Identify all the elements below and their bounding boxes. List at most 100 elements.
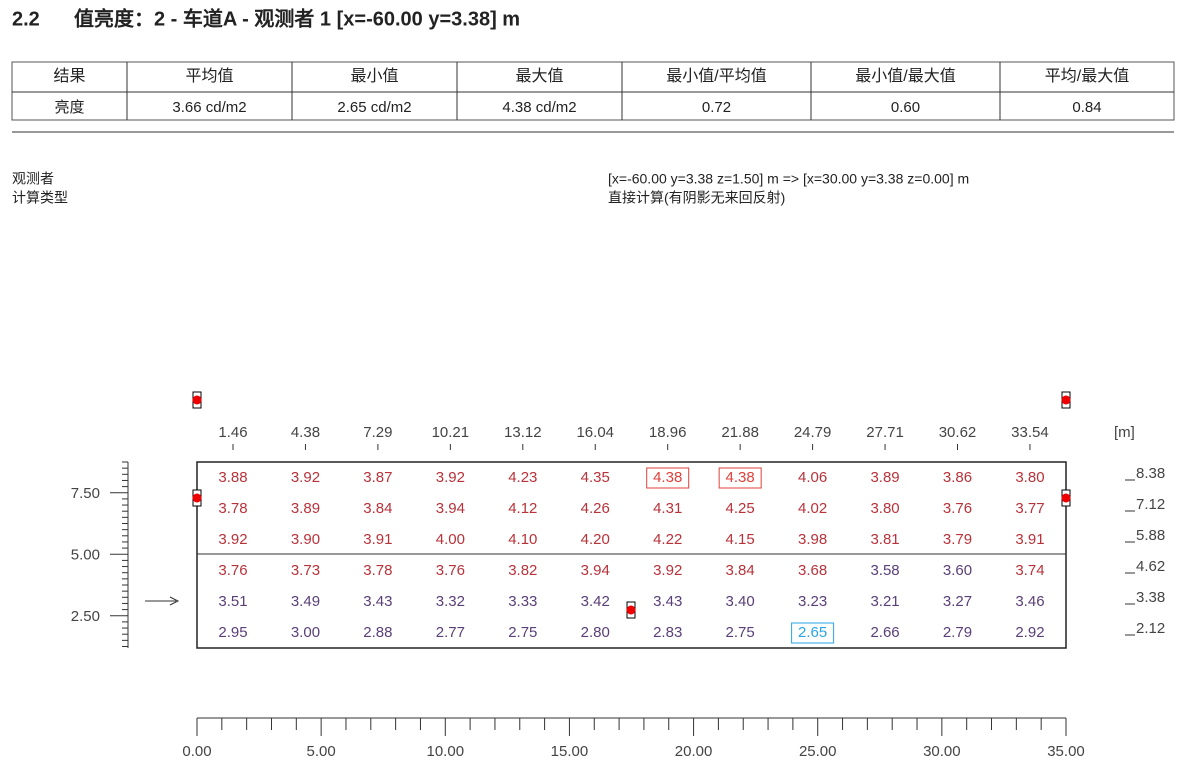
grid-value: 4.31 — [653, 500, 682, 517]
bottom-tick-label: 30.00 — [923, 743, 961, 760]
grid-value: 4.38 — [653, 469, 682, 486]
grid-value: 3.68 — [798, 562, 827, 579]
x-label: 4.38 — [291, 424, 320, 441]
grid-value: 3.92 — [653, 562, 682, 579]
grid-value: 3.42 — [581, 593, 610, 610]
x-label: 21.88 — [721, 424, 759, 441]
table-header: 最小值/最大值 — [855, 67, 955, 85]
table-cell: 3.66 cd/m2 — [172, 99, 246, 116]
grid-value: 3.40 — [726, 593, 755, 610]
x-label: 24.79 — [794, 424, 832, 441]
grid-value: 3.73 — [291, 562, 320, 579]
grid-value: 3.76 — [436, 562, 465, 579]
grid-value: 2.75 — [508, 624, 537, 641]
grid-value: 3.78 — [363, 562, 392, 579]
grid-value: 4.06 — [798, 469, 827, 486]
table-cell: 4.38 cd/m2 — [502, 99, 576, 116]
grid-value: 2.95 — [218, 624, 247, 641]
grid-value: 4.15 — [726, 531, 755, 548]
table-cell: 0.72 — [702, 99, 731, 116]
y-label: 7.12 — [1136, 496, 1165, 513]
grid-value: 3.80 — [870, 500, 899, 517]
grid-value: 3.00 — [291, 624, 320, 641]
y-label: 8.38 — [1136, 465, 1165, 482]
grid-value: 4.35 — [581, 469, 610, 486]
grid-value: 4.26 — [581, 500, 610, 517]
grid-value: 3.94 — [581, 562, 610, 579]
table-cell: 亮度 — [54, 99, 84, 116]
grid-value: 3.92 — [436, 469, 465, 486]
grid-value: 3.92 — [291, 469, 320, 486]
table-header: 平均值 — [185, 67, 233, 85]
grid-value: 2.75 — [726, 624, 755, 641]
table-cell: 0.84 — [1072, 99, 1101, 116]
grid-value: 4.25 — [726, 500, 755, 517]
grid-value: 3.82 — [508, 562, 537, 579]
bottom-tick-label: 15.00 — [551, 743, 589, 760]
info-value: [x=-60.00 y=3.38 z=1.50] m => [x=30.00 y… — [608, 171, 969, 187]
x-label: 18.96 — [649, 424, 687, 441]
grid-value: 3.92 — [218, 531, 247, 548]
luminaires — [192, 391, 1071, 619]
bottom-tick-label: 35.00 — [1047, 743, 1085, 760]
grid-value: 3.91 — [363, 531, 392, 548]
grid-value: 3.87 — [363, 469, 392, 486]
x-label: 33.54 — [1011, 424, 1049, 441]
grid-value: 3.84 — [363, 500, 392, 517]
luminaire — [1061, 395, 1071, 405]
x-label: 13.12 — [504, 424, 542, 441]
left-tick-label: 7.50 — [71, 485, 100, 502]
grid-value: 4.38 — [726, 469, 755, 486]
grid-value: 3.77 — [1015, 500, 1044, 517]
x-label: 30.62 — [939, 424, 977, 441]
section-title: 值亮度：2 - 车道A - 观测者 1 [x=-60.00 y=3.38] m — [74, 6, 520, 30]
unit: [m] — [1114, 424, 1135, 441]
y-label: 3.38 — [1136, 589, 1165, 606]
grid-value: 3.74 — [1015, 562, 1044, 579]
grid-value: 4.20 — [581, 531, 610, 548]
info-label: 观测者 — [12, 171, 54, 187]
section-number: 2.2 — [12, 8, 40, 30]
bottom-tick-label: 20.00 — [675, 743, 713, 760]
table-header: 最小值/平均值 — [666, 67, 766, 85]
grid-value: 3.76 — [943, 500, 972, 517]
grid-value: 3.80 — [1015, 469, 1044, 486]
grid-value: 2.80 — [581, 624, 610, 641]
x-label: 27.71 — [866, 424, 904, 441]
max-box — [718, 467, 762, 489]
min-box — [791, 622, 835, 644]
luminaire — [192, 493, 202, 503]
y-label: 2.12 — [1136, 620, 1165, 637]
table-header: 最大值 — [515, 67, 563, 85]
grid-value: 3.49 — [291, 593, 320, 610]
grid-value: 2.66 — [870, 624, 899, 641]
table-frame — [11, 61, 1175, 121]
grid-value: 3.51 — [218, 593, 247, 610]
grid-value: 3.78 — [218, 500, 247, 517]
grid-value: 3.89 — [291, 500, 320, 517]
grid-value: 2.88 — [363, 624, 392, 641]
grid-value: 3.46 — [1015, 593, 1044, 610]
grid-value: 3.33 — [508, 593, 537, 610]
x-label: 16.04 — [576, 424, 614, 441]
grid-value: 3.81 — [870, 531, 899, 548]
bottom-tick-label: 5.00 — [307, 743, 336, 760]
info-value: 直接计算(有阴影无来回反射) — [608, 190, 785, 206]
table-header: 平均/最大值 — [1045, 67, 1129, 85]
grid-value: 3.60 — [943, 562, 972, 579]
grid-value: 3.79 — [943, 531, 972, 548]
table-header: 最小值 — [350, 67, 398, 85]
grid-value: 4.22 — [653, 531, 682, 548]
grid-value: 3.88 — [218, 469, 247, 486]
y-label: 5.88 — [1136, 527, 1165, 544]
x-label: 10.21 — [432, 424, 470, 441]
y-label: 4.62 — [1136, 558, 1165, 575]
left-tick-label: 5.00 — [71, 546, 100, 563]
grid-value: 3.89 — [870, 469, 899, 486]
grid-value: 3.43 — [653, 593, 682, 610]
info-label: 计算类型 — [12, 190, 68, 206]
grid-value: 4.02 — [798, 500, 827, 517]
luminaire — [192, 395, 202, 405]
grid-value: 2.77 — [436, 624, 465, 641]
